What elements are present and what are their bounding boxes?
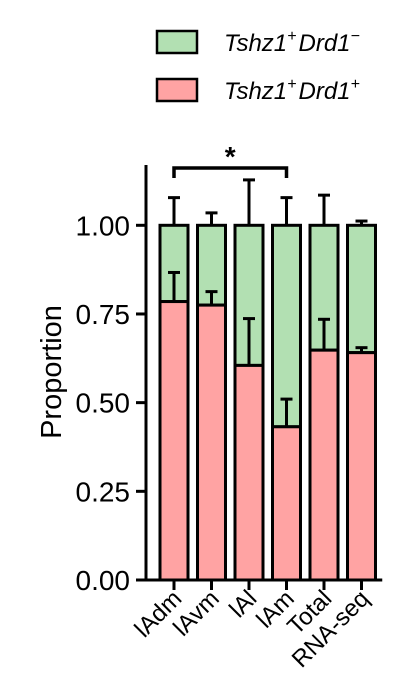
significance-label: * xyxy=(225,141,236,172)
bar-segment-drd1-positive xyxy=(196,303,227,582)
y-tick-label: 0.50 xyxy=(76,388,131,419)
significance-bracket: * xyxy=(172,141,289,178)
significance-line xyxy=(172,166,289,178)
y-tick-label: 1.00 xyxy=(76,210,131,241)
legend-swatch xyxy=(155,77,199,103)
bar-segment-drd1-positive xyxy=(271,425,302,582)
bar-segment-drd1-positive xyxy=(233,363,265,582)
legend-item-drd1-negative: Tshz1+Drd1− xyxy=(155,28,360,57)
bar-segment-drd1-negative xyxy=(271,223,302,429)
bar-segment-drd1-positive xyxy=(158,300,190,582)
legend-item-drd1-positive: Tshz1+Drd1+ xyxy=(155,76,360,105)
legend-label: Tshz1+Drd1− xyxy=(224,28,360,57)
bar-segment-drd1-negative xyxy=(346,223,377,355)
legend: Tshz1+Drd1− Tshz1+Drd1+ xyxy=(155,28,360,105)
bar-segment-drd1-positive xyxy=(308,348,340,582)
bars xyxy=(158,178,377,582)
legend-swatch xyxy=(155,29,199,55)
legend-label: Tshz1+Drd1+ xyxy=(224,76,360,105)
y-tick-label: 0.25 xyxy=(76,476,131,507)
bar-segment-drd1-positive xyxy=(346,351,377,582)
y-axis-label: Proportion xyxy=(36,305,68,439)
y-tick-label: 0.00 xyxy=(76,565,131,596)
x-tick-label: lAvm xyxy=(168,585,225,642)
y-tick-label: 0.75 xyxy=(76,299,131,330)
